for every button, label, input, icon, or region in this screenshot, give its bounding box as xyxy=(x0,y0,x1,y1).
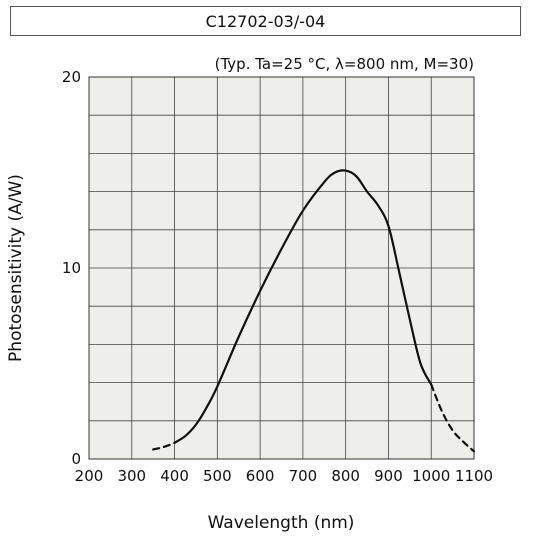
y-tick-label: 0 xyxy=(71,450,81,468)
x-tick-label: 900 xyxy=(374,467,403,485)
y-tick-labels: 0 10 20 xyxy=(62,68,81,468)
plot-frame xyxy=(88,76,475,460)
y-tick-label: 20 xyxy=(62,68,81,86)
series-line-solid xyxy=(173,169,433,444)
x-tick-label: 500 xyxy=(203,467,232,485)
x-tick-label: 1100 xyxy=(455,467,493,485)
chart-title: C12702-03/-04 xyxy=(10,6,521,36)
series-line-dashed-0 xyxy=(152,441,176,451)
x-tick-label: 700 xyxy=(289,467,318,485)
x-tick-label: 400 xyxy=(160,467,189,485)
series-line-dashed-2 xyxy=(430,383,476,453)
grid xyxy=(89,77,474,459)
x-tick-label: 1000 xyxy=(412,467,450,485)
x-tick-label: 800 xyxy=(331,467,360,485)
y-axis-label: Photosensitivity (A/W) xyxy=(6,174,26,362)
x-tick-labels: 200 300 400 500 600 700 800 900 1000 1100 xyxy=(75,467,493,485)
chart-subtitle: (Typ. Ta=25 °C, λ=800 nm, M=30) xyxy=(215,55,474,73)
x-tick-label: 200 xyxy=(75,467,104,485)
y-tick-label: 10 xyxy=(62,259,81,277)
x-tick-label: 300 xyxy=(117,467,146,485)
x-tick-label: 600 xyxy=(246,467,275,485)
x-axis-label: Wavelength (nm) xyxy=(208,513,355,533)
series-layer xyxy=(152,169,476,453)
